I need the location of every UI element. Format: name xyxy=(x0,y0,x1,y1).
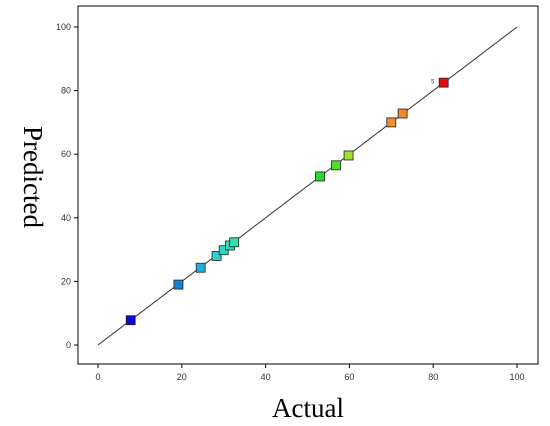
data-point xyxy=(195,262,206,273)
x-tick-label: 20 xyxy=(177,372,187,382)
data-point xyxy=(125,315,136,326)
data-point xyxy=(173,279,184,290)
data-point xyxy=(386,117,397,128)
data-point xyxy=(211,251,222,261)
data-point xyxy=(229,237,240,248)
plot-frame xyxy=(77,5,539,365)
x-tick-label: 60 xyxy=(344,372,354,382)
x-axis-title: Actual xyxy=(272,393,344,423)
y-tick-label: 40 xyxy=(61,213,71,223)
y-tick-label: 60 xyxy=(61,149,71,159)
y-tick-label: 20 xyxy=(61,276,71,286)
y-axis-title: Predicted xyxy=(18,126,48,228)
y-tick-label: 80 xyxy=(61,86,71,96)
x-tick-label: 100 xyxy=(509,372,524,382)
y-tick-label: 100 xyxy=(56,22,71,32)
y-tick-label: 0 xyxy=(66,340,71,350)
x-tick-label: 80 xyxy=(428,372,438,382)
data-point xyxy=(315,171,325,182)
x-tick-label: 40 xyxy=(261,372,271,382)
data-point xyxy=(438,77,449,88)
x-tick-label: 0 xyxy=(95,372,100,382)
point-annotation: 5 xyxy=(431,80,435,86)
data-point xyxy=(397,108,408,119)
data-point xyxy=(343,150,354,161)
reference-line xyxy=(97,26,518,346)
data-point xyxy=(331,160,341,171)
